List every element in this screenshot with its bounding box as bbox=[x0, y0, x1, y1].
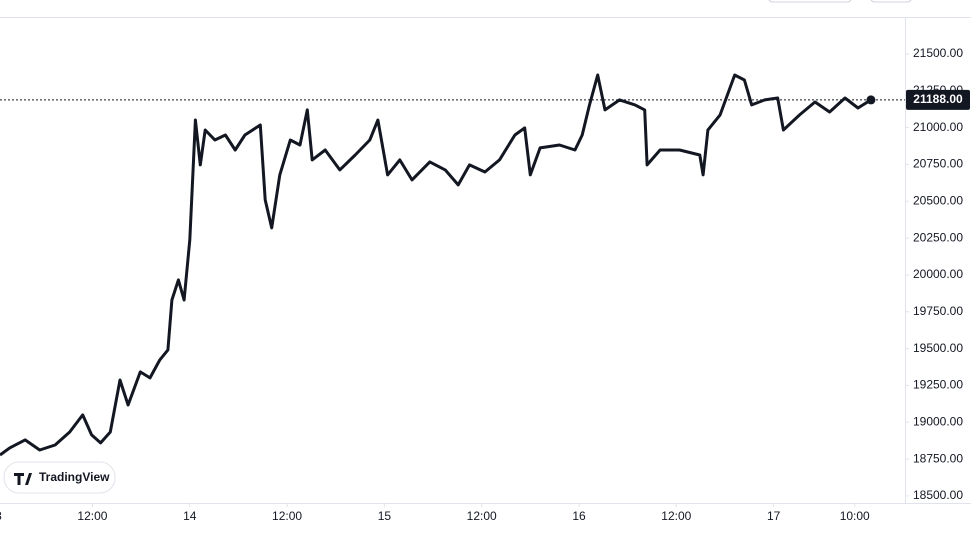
y-tick-label: 19750.00 bbox=[913, 304, 963, 318]
x-tick-label: 12:00 bbox=[661, 509, 691, 523]
last-point bbox=[866, 95, 876, 105]
y-tick-label: 20000.00 bbox=[913, 267, 963, 281]
y-tick-label: 21000.00 bbox=[913, 120, 963, 134]
y-tick-label: 21500.00 bbox=[913, 46, 963, 60]
x-tick-label: 15 bbox=[378, 509, 392, 523]
x-tick-label: 17 bbox=[767, 509, 781, 523]
x-tick-label: 16 bbox=[572, 509, 586, 523]
y-tick-label: 20500.00 bbox=[913, 193, 963, 207]
toolbar-button[interactable] bbox=[870, 0, 912, 3]
y-tick-label: 19500.00 bbox=[913, 341, 963, 355]
y-tick-label: 19250.00 bbox=[913, 378, 963, 392]
x-tick-label: 12:00 bbox=[272, 509, 302, 523]
brand-box bbox=[3, 461, 116, 494]
x-tick-label: 14 bbox=[183, 509, 197, 523]
y-tick-label: 20750.00 bbox=[913, 157, 963, 171]
toolbar-button[interactable] bbox=[768, 0, 852, 3]
x-tick-label: 13 bbox=[0, 509, 2, 523]
y-tick-label: 18750.00 bbox=[913, 451, 963, 465]
brand-badge: TradingView bbox=[3, 461, 116, 494]
current-price-label: 21188.00 bbox=[913, 92, 963, 106]
y-tick-label: 20250.00 bbox=[913, 230, 963, 244]
price-line bbox=[0, 73, 872, 457]
x-tick-label: 12:00 bbox=[77, 509, 107, 523]
brand-logo bbox=[14, 473, 32, 485]
y-tick-label: 18500.00 bbox=[913, 488, 963, 502]
y-tick-label: 19000.00 bbox=[913, 414, 963, 428]
x-tick-label: 12:00 bbox=[467, 509, 497, 523]
current-price-box bbox=[906, 89, 970, 110]
x-tick-label: 10:00 bbox=[840, 509, 870, 523]
plot bbox=[0, 73, 876, 457]
brand-text: TradingView bbox=[39, 470, 110, 484]
